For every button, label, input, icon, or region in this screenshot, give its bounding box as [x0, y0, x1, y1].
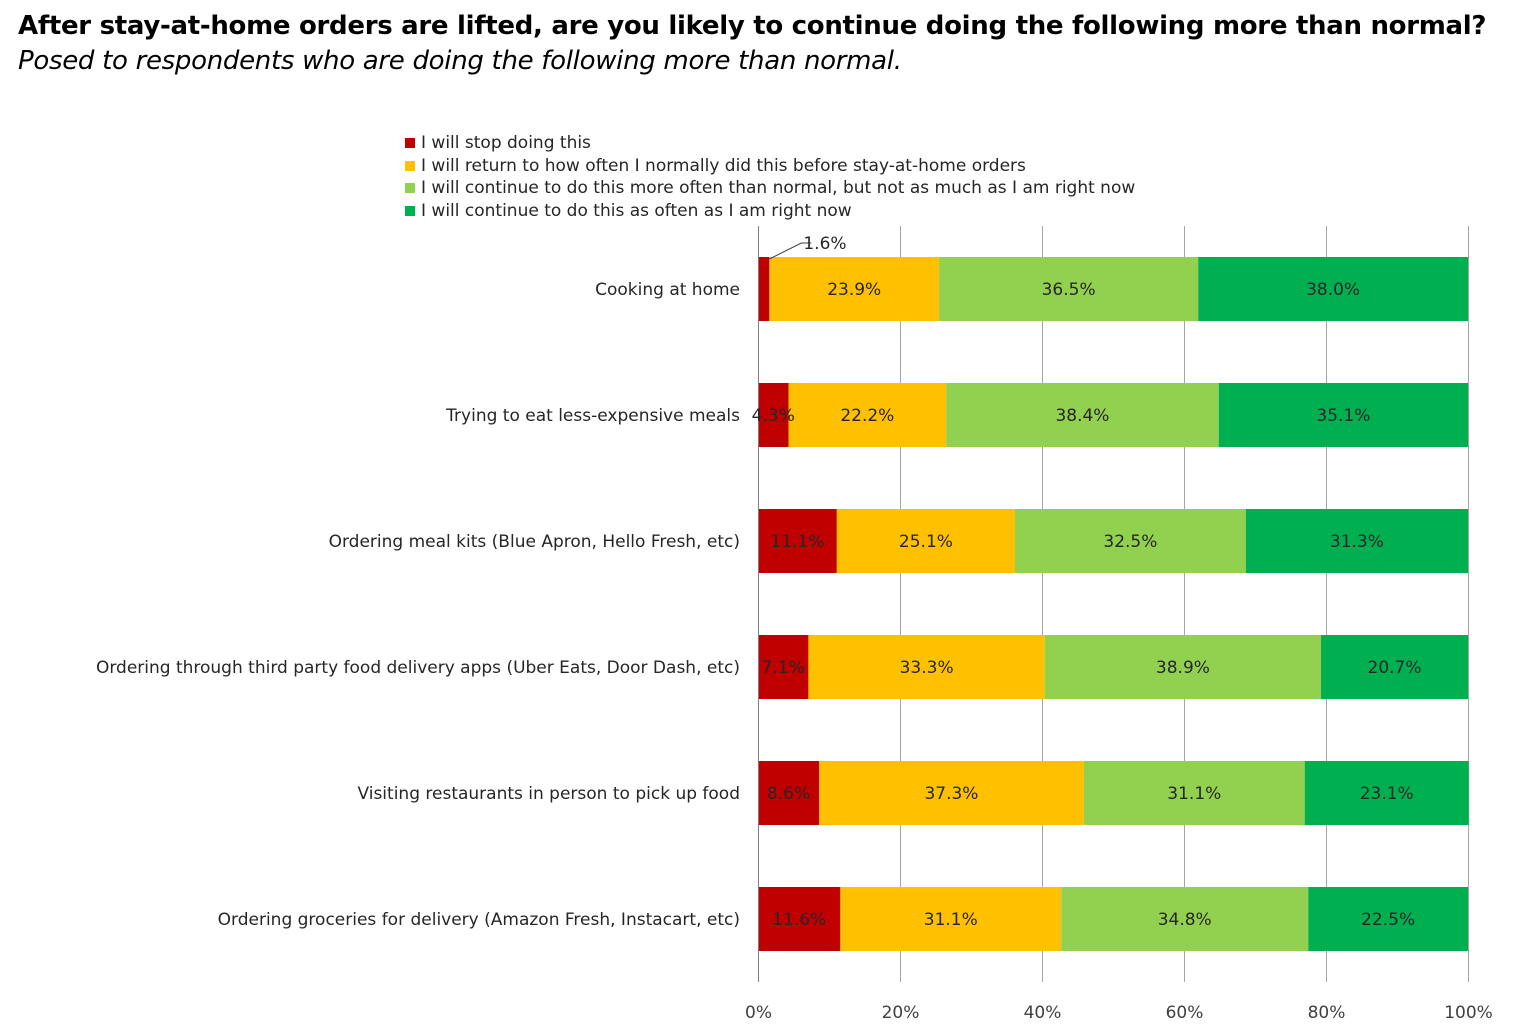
data-label: 31.1%: [1167, 784, 1221, 804]
bar-segment: [840, 887, 1062, 951]
data-label: 34.8%: [1158, 910, 1212, 930]
data-label: 35.1%: [1316, 406, 1370, 426]
bar-segment: [808, 635, 1045, 699]
category-label: Ordering through third party food delive…: [96, 658, 740, 678]
bar-segment: [758, 383, 789, 447]
legend-swatch: [405, 183, 415, 193]
x-tick-label: 80%: [1308, 1003, 1346, 1023]
legend-item: I will return to how often I normally di…: [405, 155, 1135, 178]
bar-segment: [1044, 635, 1322, 699]
legend-label: I will return to how often I normally di…: [421, 155, 1026, 176]
bar-segment: [946, 383, 1219, 447]
bar-segment: [1218, 383, 1468, 447]
legend-swatch: [405, 205, 415, 216]
data-label: 33.3%: [900, 658, 954, 678]
data-label: 22.5%: [1361, 910, 1415, 930]
x-tick-label: 40%: [1024, 1003, 1062, 1023]
chart-subtitle: Posed to respondents who are doing the f…: [18, 46, 902, 76]
chart-legend: I will stop doing this I will return to …: [405, 132, 1135, 222]
bar-segment: [1198, 257, 1468, 321]
bar-segment: [1321, 635, 1468, 699]
data-label: 32.5%: [1103, 532, 1157, 552]
legend-swatch: [405, 160, 415, 171]
legend-item: I will continue to do this as often as I…: [405, 200, 1135, 223]
bar-segment: [1308, 887, 1468, 951]
bar-segment: [939, 257, 1199, 321]
x-tick-label: 60%: [1166, 1003, 1204, 1023]
bar-segment: [758, 635, 809, 699]
data-label-leader: [769, 242, 812, 260]
legend-label: I will continue to do this more often th…: [421, 178, 1136, 198]
bar-segment: [758, 887, 841, 951]
category-label: Cooking at home: [595, 280, 740, 300]
data-label: 31.1%: [924, 910, 978, 930]
category-label: Ordering meal kits (Blue Apron, Hello Fr…: [329, 532, 740, 552]
bar-segment: [758, 509, 837, 573]
bar-segment: [1304, 761, 1469, 825]
data-label: 38.0%: [1306, 280, 1360, 300]
data-label: 38.4%: [1055, 406, 1109, 426]
data-label: 8.6%: [767, 784, 810, 804]
legend-label: I will continue to do this as often as I…: [421, 200, 852, 221]
legend-item: I will stop doing this: [405, 132, 1135, 155]
bar-segment: [758, 761, 820, 825]
bar-segment: [1083, 761, 1305, 825]
data-label: 25.1%: [899, 532, 953, 552]
category-label: Visiting restaurants in person to pick u…: [357, 784, 740, 804]
x-tick-label: 20%: [882, 1003, 920, 1023]
bar-segment: [1061, 887, 1309, 951]
bar-segment: [769, 257, 940, 321]
data-label: 11.6%: [772, 910, 826, 930]
category-label: Ordering groceries for delivery (Amazon …: [218, 910, 740, 930]
data-label: 20.7%: [1368, 658, 1422, 678]
data-label: 31.3%: [1330, 532, 1384, 552]
data-label: 11.1%: [770, 532, 824, 552]
data-label: 7.1%: [762, 658, 805, 678]
chart-title: After stay-at-home orders are lifted, ar…: [18, 11, 1487, 41]
bar-segment: [788, 383, 947, 447]
legend-label: I will stop doing this: [421, 133, 591, 153]
x-tick-label: 100%: [1444, 1003, 1493, 1023]
data-label: 37.3%: [924, 784, 978, 804]
category-label: Trying to eat less-expensive meals: [445, 406, 740, 426]
legend-swatch: [405, 138, 415, 148]
bar-segment: [819, 761, 1084, 825]
data-label: 36.5%: [1042, 280, 1096, 300]
bar-segment: [758, 257, 770, 321]
data-label: 38.9%: [1156, 658, 1210, 678]
bar-segment: [1245, 509, 1468, 573]
legend-item: I will continue to do this more often th…: [405, 177, 1135, 200]
bar-segment: [1015, 509, 1246, 573]
x-tick-label: 0%: [745, 1003, 772, 1023]
data-label: 23.1%: [1360, 784, 1414, 804]
data-label: 22.2%: [840, 406, 894, 426]
bar-segment: [836, 509, 1016, 573]
data-label: 4.3%: [752, 406, 795, 426]
data-label: 23.9%: [827, 280, 881, 300]
data-label: 1.6%: [803, 234, 846, 254]
